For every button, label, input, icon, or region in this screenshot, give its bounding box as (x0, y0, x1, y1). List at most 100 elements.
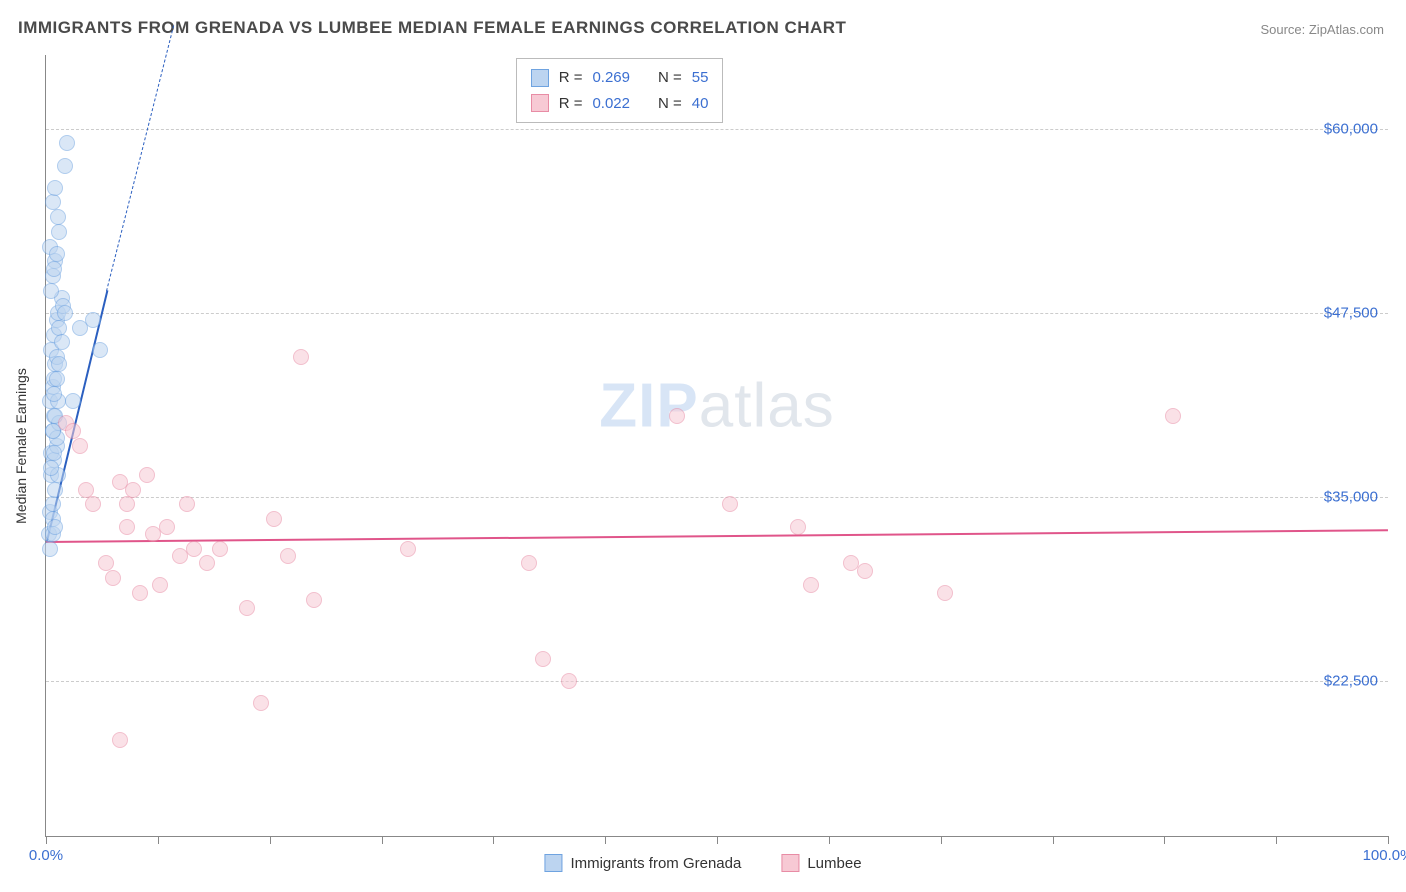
xtick (1053, 836, 1054, 844)
data-point (266, 511, 282, 527)
xtick (46, 836, 47, 844)
data-point (42, 239, 58, 255)
watermark-bold: ZIP (599, 372, 698, 441)
data-point (49, 349, 65, 365)
data-point (253, 695, 269, 711)
data-point (45, 268, 61, 284)
swatch-series-1 (531, 94, 549, 112)
data-point (159, 519, 175, 535)
data-point (47, 253, 63, 269)
data-point (803, 577, 819, 593)
r-value-series-0: 0.269 (592, 65, 630, 91)
data-point (47, 408, 63, 424)
data-point (43, 467, 59, 483)
n-value-series-1: 40 (692, 91, 709, 117)
data-point (47, 180, 63, 196)
data-point (119, 519, 135, 535)
xtick (605, 836, 606, 844)
data-point (722, 496, 738, 512)
data-point (125, 482, 141, 498)
data-point (45, 423, 61, 439)
data-point (49, 371, 65, 387)
data-point (306, 592, 322, 608)
correlation-legend: R = 0.269 N = 55 R = 0.022 N = 40 (516, 58, 724, 123)
ytick-label: $22,500 (1324, 673, 1378, 690)
data-point (46, 452, 62, 468)
data-point (51, 320, 67, 336)
xtick (717, 836, 718, 844)
data-point (45, 379, 61, 395)
data-point (72, 320, 88, 336)
data-point (139, 467, 155, 483)
data-point (51, 356, 67, 372)
data-point (51, 415, 67, 431)
data-point (46, 445, 62, 461)
r-value-series-1: 0.022 (592, 91, 630, 117)
data-point (46, 408, 62, 424)
data-point (212, 541, 228, 557)
series-legend: Immigrants from Grenada Lumbee (544, 854, 861, 872)
chart-title: IMMIGRANTS FROM GRENADA VS LUMBEE MEDIAN… (18, 18, 846, 38)
xtick (829, 836, 830, 844)
xtick-label: 100.0% (1363, 847, 1406, 864)
r-label: R = (559, 91, 583, 117)
xtick (493, 836, 494, 844)
data-point (199, 555, 215, 571)
data-point (42, 541, 58, 557)
data-point (50, 393, 66, 409)
n-label: N = (658, 91, 682, 117)
data-point (78, 482, 94, 498)
series-name-0: Immigrants from Grenada (570, 855, 741, 872)
legend-row-series-0: R = 0.269 N = 55 (531, 65, 709, 91)
data-point (47, 356, 63, 372)
data-point (45, 194, 61, 210)
legend-row-series-1: R = 0.022 N = 40 (531, 91, 709, 117)
xtick (158, 836, 159, 844)
data-point (54, 290, 70, 306)
gridline (46, 681, 1388, 682)
data-point (186, 541, 202, 557)
ytick-label: $35,000 (1324, 489, 1378, 506)
ytick-label: $60,000 (1324, 120, 1378, 137)
source-label: Source: ZipAtlas.com (1260, 22, 1384, 37)
data-point (105, 570, 121, 586)
swatch-series-0 (531, 69, 549, 87)
data-point (46, 386, 62, 402)
data-point (43, 460, 59, 476)
data-point (42, 393, 58, 409)
data-point (132, 585, 148, 601)
data-point (152, 577, 168, 593)
data-point (172, 548, 188, 564)
data-point (49, 430, 65, 446)
plot-area: Median Female Earnings ZIPatlas R = 0.26… (45, 55, 1388, 837)
legend-item-series-1: Lumbee (781, 854, 861, 872)
data-point (46, 261, 62, 277)
swatch-series-0 (544, 854, 562, 872)
data-point (43, 445, 59, 461)
data-point (239, 600, 255, 616)
y-axis-label: Median Female Earnings (13, 368, 29, 524)
data-point (790, 519, 806, 535)
data-point (280, 548, 296, 564)
data-point (112, 474, 128, 490)
data-point (535, 651, 551, 667)
data-point (112, 732, 128, 748)
data-point (46, 371, 62, 387)
n-label: N = (658, 65, 682, 91)
gridline (46, 129, 1388, 130)
data-point (51, 224, 67, 240)
xtick (382, 836, 383, 844)
data-point (85, 496, 101, 512)
data-point (293, 349, 309, 365)
watermark: ZIPatlas (599, 371, 834, 442)
data-point (98, 555, 114, 571)
xtick (941, 836, 942, 844)
gridline (46, 313, 1388, 314)
data-point (58, 415, 74, 431)
data-point (55, 298, 71, 314)
r-label: R = (559, 65, 583, 91)
data-point (857, 563, 873, 579)
ytick-label: $47,500 (1324, 304, 1378, 321)
data-point (119, 496, 135, 512)
data-point (937, 585, 953, 601)
